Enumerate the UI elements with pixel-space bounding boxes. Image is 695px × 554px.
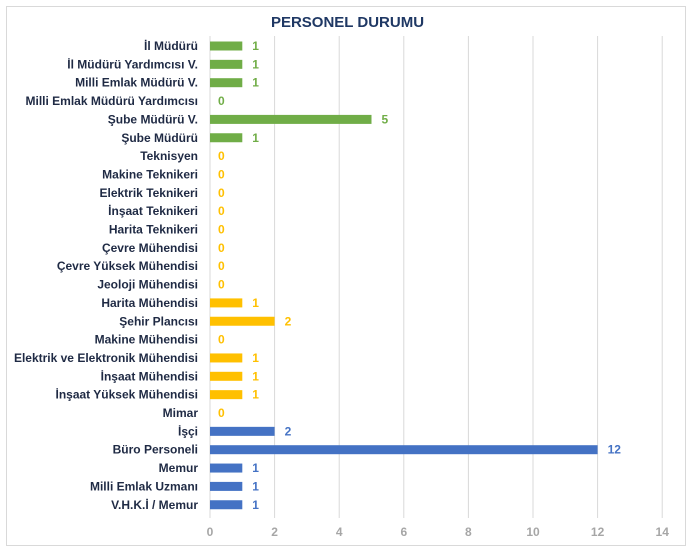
category-label: Mimar [163,406,199,420]
category-label: Harita Teknikeri [109,223,198,237]
category-label: Çevre Mühendisi [102,241,198,255]
x-tick-label-4: 4 [336,525,343,539]
value-label: 0 [218,167,225,181]
bars [210,41,598,510]
value-label: 1 [252,351,259,365]
category-label: Memur [159,461,199,475]
value-label: 1 [252,479,259,493]
value-label: 0 [218,333,225,347]
value-label: 1 [252,369,259,383]
category-label: Şube Müdürü V. [108,112,198,126]
category-label: Şube Müdürü [121,131,198,145]
x-tick-label-10: 10 [526,525,540,539]
value-label: 0 [218,149,225,163]
value-label: 0 [218,204,225,218]
category-label: Makine Teknikeri [102,167,198,181]
bar [210,133,243,143]
value-label: 5 [382,112,389,126]
value-label: 1 [252,76,259,90]
category-label: Elektrik Teknikeri [100,186,199,200]
value-label: 2 [285,424,292,438]
value-label: 12 [608,443,622,457]
value-label: 0 [218,223,225,237]
bar [210,445,598,455]
bar [210,371,243,381]
bar [210,500,243,510]
bar [210,59,243,69]
value-label: 1 [252,296,259,310]
value-label: 0 [218,241,225,255]
category-label: Şehir Plancısı [119,314,198,328]
category-label: Makine Mühendisi [95,333,198,347]
category-labels: İl Müdürü İl Müdürü Yardımcısı V. Milli Em… [14,38,198,512]
category-label: İşçi [178,423,198,438]
category-label: Harita Mühendisi [101,296,198,310]
category-label: İnşaat Yüksek Mühendisi [56,387,199,402]
x-tick-label-0: 0 [207,525,214,539]
bar [210,298,243,308]
bar [210,426,275,436]
category-label: Elektrik ve Elektronik Mühendisi [14,351,198,365]
category-label: Jeoloji Mühendisi [97,278,198,292]
value-label: 1 [252,131,259,145]
bar [210,41,243,51]
bar [210,316,275,326]
chart-frame [6,6,686,546]
chart-title: PERSONEL DURUMU [270,14,425,31]
gridlines [209,36,663,518]
value-label: 1 [252,388,259,402]
value-label: 1 [252,461,259,475]
category-label: Çevre Yüksek Mühendisi [57,259,198,273]
value-label: 1 [252,498,259,512]
value-label: 0 [218,259,225,273]
bar [210,78,243,88]
bar [210,114,372,124]
category-label: Büro Personeli [113,443,198,457]
x-tick-label-14: 14 [656,525,670,539]
category-label: Milli Emlak Müdürü Yardımcısı [26,94,199,108]
value-label: 1 [252,39,259,53]
category-label: V.H.K.İ / Memur [111,497,198,512]
value-label: 0 [218,186,225,200]
category-label: İnşaat Teknikeri [108,203,198,218]
value-label: 0 [218,278,225,292]
bar [210,353,243,363]
category-label: Milli Emlak Müdürü V. [75,76,198,90]
category-label: İl Müdürü [144,38,198,53]
x-tick-labels: 0 2 4 6 8 10 12 14 [207,525,670,539]
x-tick-label-2: 2 [271,525,278,539]
value-label: 2 [285,314,292,328]
category-label: İl Müdürü Yardımcısı V. [67,56,198,71]
x-tick-label-6: 6 [400,525,407,539]
category-label: Milli Emlak Uzmanı [90,479,198,493]
bar [210,463,243,473]
x-tick-label-12: 12 [591,525,605,539]
value-label: 0 [218,406,225,420]
bar [210,390,243,400]
bar [210,481,243,491]
x-tick-label-8: 8 [465,525,472,539]
category-label: İnşaat Mühendisi [101,368,198,383]
category-label: Teknisyen [140,149,198,163]
value-label: 0 [218,94,225,108]
value-label: 1 [252,57,259,71]
